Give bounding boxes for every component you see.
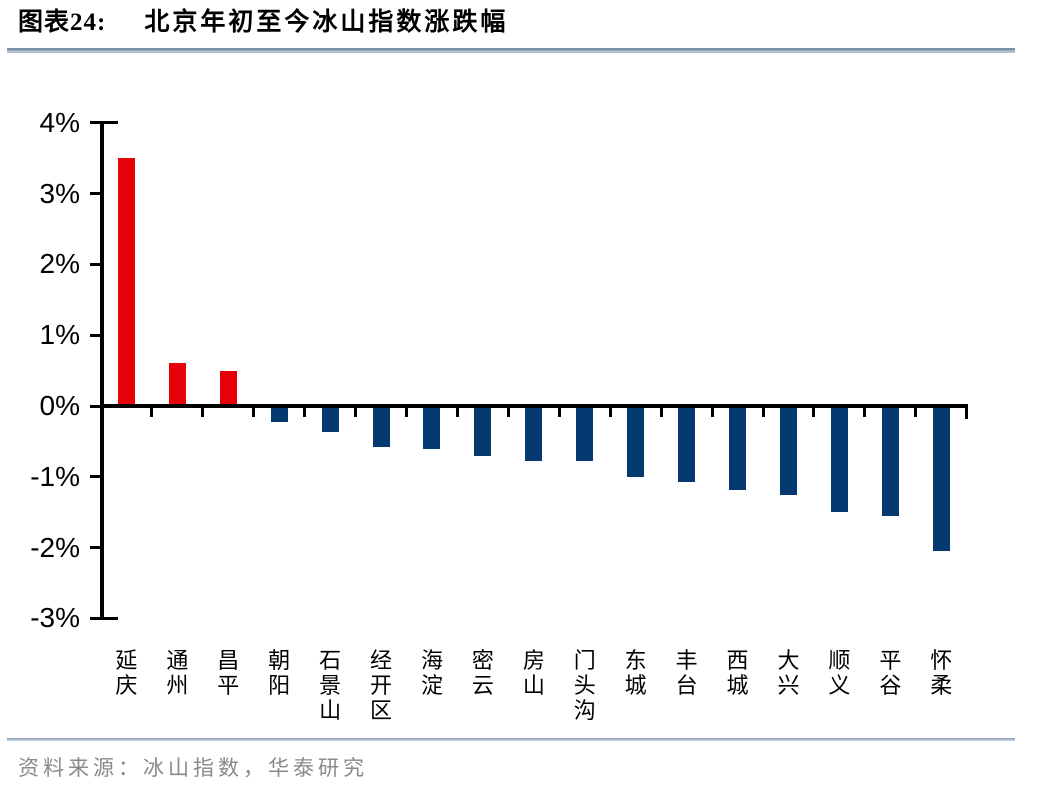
bar: [474, 406, 492, 456]
x-category-label: 平 谷: [879, 648, 902, 698]
x-tick: [659, 408, 663, 417]
x-category-label: 怀 柔: [930, 648, 953, 698]
y-tick-label: 1%: [39, 319, 80, 351]
x-category-label: 朝 阳: [268, 648, 291, 698]
x-category-label: 海 淀: [420, 648, 443, 698]
x-tick: [812, 408, 816, 417]
x-category-label: 大 兴: [777, 648, 800, 698]
bar: [881, 406, 899, 517]
y-tick-label: -1%: [30, 460, 80, 492]
x-tick: [557, 408, 561, 417]
x-category-label: 昌 平: [217, 648, 240, 698]
x-tick: [150, 408, 154, 417]
y-tick-label: 0%: [39, 390, 80, 421]
bar: [117, 158, 135, 406]
x-tick: [354, 408, 358, 417]
bar: [627, 406, 645, 477]
x-category-label: 丰 台: [675, 648, 698, 698]
bar: [576, 406, 594, 461]
x-category-label: 门 头 沟: [573, 648, 596, 723]
x-category-label: 通 州: [166, 648, 189, 698]
x-tick: [455, 408, 459, 417]
y-tick: [90, 546, 100, 550]
x-category-label: 东 城: [624, 648, 647, 698]
x-tick: [201, 408, 205, 417]
y-tick-label: 3%: [39, 177, 80, 209]
x-category-label: 顺 义: [828, 648, 851, 698]
bar: [372, 406, 390, 448]
figure-label: 图表24:: [18, 9, 107, 36]
x-tick: [863, 408, 867, 417]
title-divider: [7, 48, 1015, 53]
figure-header: 图表24: 北京年初至今冰山指数涨跌幅: [18, 8, 508, 38]
y-tick: [90, 475, 100, 479]
bar: [270, 406, 288, 423]
y-tick: [90, 404, 100, 408]
footer-divider: [7, 738, 1015, 741]
x-category-label: 延 庆: [115, 648, 138, 698]
y-axis-endcap: [90, 121, 118, 125]
x-category-label: 西 城: [726, 648, 749, 698]
x-category-label: 石 景 山: [319, 648, 342, 723]
y-tick-label: 2%: [39, 248, 80, 280]
y-tick: [90, 262, 100, 266]
x-tick: [608, 408, 612, 417]
y-axis-endcap: [90, 616, 118, 620]
x-axis-endcap: [965, 404, 968, 419]
bar: [525, 406, 543, 461]
y-tick-label: 4%: [39, 106, 80, 138]
figure-title: 北京年初至今冰山指数涨跌幅: [144, 9, 509, 36]
x-tick: [761, 408, 765, 417]
x-category-label: 经 开 区: [370, 648, 393, 723]
x-tick: [710, 408, 714, 417]
x-tick: [405, 408, 408, 417]
bar: [168, 362, 186, 406]
bar: [219, 370, 237, 406]
y-tick: [90, 333, 100, 337]
x-tick: [303, 408, 307, 417]
x-tick: [252, 408, 256, 417]
y-tick: [90, 192, 100, 196]
source-note: 资料来源：冰山指数，华泰研究: [18, 756, 368, 780]
bar: [729, 406, 747, 490]
bar: [423, 406, 441, 450]
x-category-label: 密 云: [471, 648, 494, 698]
y-tick-label: -3%: [30, 602, 80, 634]
bar: [830, 406, 848, 513]
bar: [779, 406, 797, 496]
x-tick: [506, 408, 510, 417]
bar: [932, 406, 950, 552]
bar: [678, 406, 696, 483]
x-axis: [100, 404, 968, 408]
x-category-label: 房 山: [522, 648, 545, 698]
y-axis: [100, 120, 104, 621]
y-tick-label: -2%: [30, 531, 80, 563]
bar: [321, 406, 339, 433]
x-tick: [914, 408, 918, 417]
